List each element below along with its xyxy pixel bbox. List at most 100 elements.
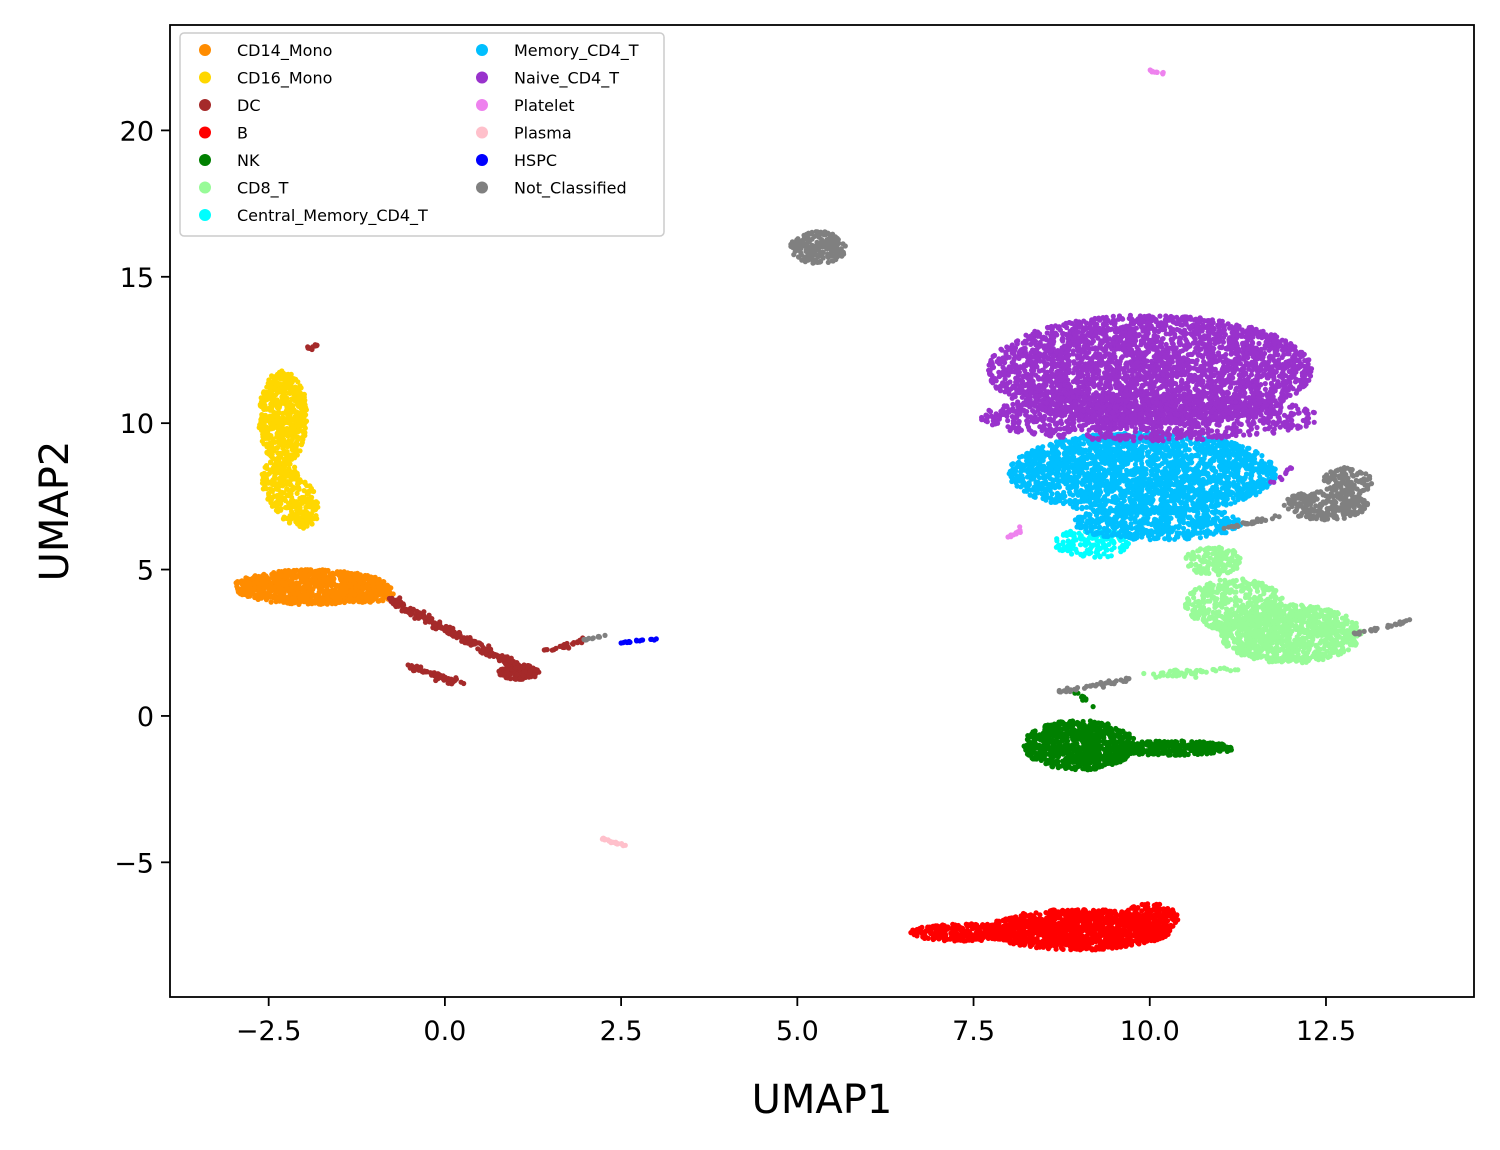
data-point [256, 573, 262, 580]
data-point [1051, 918, 1057, 924]
data-point [1147, 909, 1153, 915]
data-point [355, 595, 361, 601]
data-point [1094, 742, 1100, 748]
data-point [259, 415, 265, 421]
data-point [1075, 760, 1081, 766]
data-point [279, 410, 285, 417]
data-point [292, 391, 298, 397]
data-point [1058, 909, 1064, 915]
data-point [1066, 756, 1072, 763]
data-point [1045, 722, 1051, 728]
data-point [300, 518, 306, 525]
data-point [437, 624, 443, 630]
data-point [512, 665, 519, 671]
data-point [245, 593, 251, 599]
data-point [279, 479, 285, 485]
data-point [274, 413, 281, 419]
data-point [1065, 918, 1071, 924]
data-point [306, 589, 312, 595]
data-point [1159, 925, 1165, 932]
data-point [1086, 936, 1092, 942]
data-point [1156, 936, 1163, 942]
data-point [507, 676, 514, 682]
data-point [1115, 939, 1121, 945]
data-point [450, 625, 456, 631]
data-point [1022, 941, 1028, 947]
data-point [262, 483, 268, 489]
data-point [1062, 742, 1068, 749]
data-point [266, 446, 272, 452]
data-point [292, 395, 298, 401]
data-point [304, 496, 310, 503]
data-point [566, 645, 572, 651]
data-point [345, 570, 351, 576]
data-point [274, 419, 280, 425]
data-point [299, 413, 305, 419]
data-point [276, 579, 282, 585]
data-point [240, 586, 246, 593]
data-point [299, 578, 305, 585]
data-point [1127, 923, 1134, 930]
data-point [263, 424, 269, 430]
data-point [502, 656, 508, 662]
data-point [985, 930, 992, 936]
data-point [514, 672, 520, 678]
data-point [1023, 935, 1029, 942]
data-point [1126, 731, 1132, 737]
data-point [445, 676, 451, 682]
data-point [1157, 906, 1163, 912]
data-point [1026, 751, 1032, 757]
data-point [1074, 936, 1081, 942]
data-point [492, 652, 498, 658]
data-point [1036, 931, 1042, 937]
data-point [271, 502, 277, 508]
data-point [1007, 939, 1013, 945]
data-point [260, 477, 266, 483]
data-point [421, 668, 427, 674]
data-point [268, 599, 274, 605]
data-point [301, 488, 307, 494]
data-point [358, 580, 364, 586]
data-point [498, 671, 504, 677]
data-point [276, 437, 282, 443]
data-point [385, 584, 391, 590]
data-point [268, 459, 274, 465]
data-point [1117, 754, 1123, 761]
data-point [263, 406, 270, 412]
data-point [966, 937, 972, 943]
data-point [309, 494, 315, 500]
data-point [1152, 937, 1158, 943]
data-point [328, 583, 334, 589]
data-point [277, 501, 283, 507]
data-point [376, 581, 382, 588]
data-point [1058, 922, 1064, 928]
data-point [1170, 910, 1176, 917]
data-point [576, 639, 583, 645]
data-point [415, 666, 421, 672]
data-point [294, 452, 300, 458]
data-point [928, 931, 934, 937]
data-point [294, 470, 300, 476]
data-point [291, 582, 297, 588]
data-point [268, 426, 274, 432]
data-point [1004, 925, 1010, 931]
data-point [1063, 942, 1069, 948]
data-point [1080, 945, 1086, 951]
data-point [1165, 906, 1171, 912]
data-point [302, 408, 308, 414]
data-point [277, 460, 283, 466]
data-point [1162, 915, 1168, 921]
data-point [265, 431, 271, 437]
data-point [1059, 945, 1065, 951]
data-point [532, 672, 538, 678]
data-point [1017, 922, 1023, 928]
data-point [533, 667, 539, 673]
data-point [1104, 933, 1110, 940]
data-point [305, 567, 311, 573]
data-point [1080, 766, 1086, 772]
data-point [271, 478, 277, 484]
data-point [299, 494, 305, 501]
data-point [1108, 739, 1114, 745]
data-point [314, 500, 320, 506]
data-point [1090, 930, 1096, 936]
